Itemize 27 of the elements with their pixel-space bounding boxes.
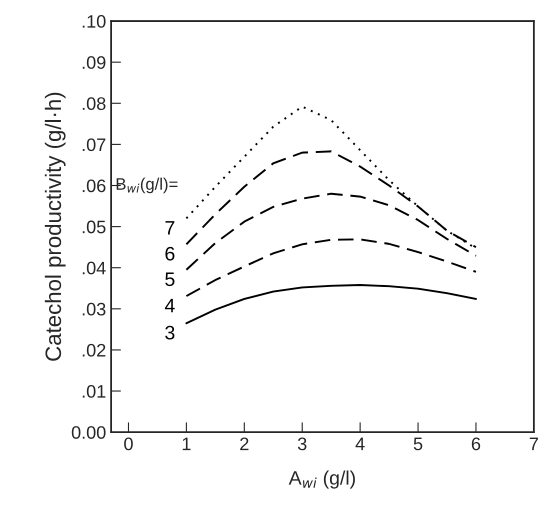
y-tick-label: .06 <box>82 179 106 192</box>
y-tick-label: .02 <box>82 344 106 357</box>
x-tick-label: 2 <box>240 437 248 450</box>
x-tick-label: 5 <box>414 438 422 450</box>
y-tick-label: .09 <box>82 56 106 69</box>
series-label: 4 <box>164 298 175 312</box>
x-tick-label: 7 <box>530 438 538 450</box>
y-tick-label: .07 <box>82 138 106 152</box>
x-axis-title: A$_{wi}$ (g/l) <box>288 470 355 489</box>
y-tick-label: .03 <box>82 302 106 316</box>
y-axis-title: Catechol productivity (g/l·h) <box>44 92 66 361</box>
series-label: 7 <box>165 221 174 235</box>
y-tick-label: .04 <box>82 262 106 274</box>
y-tick-label: .01 <box>82 384 106 398</box>
x-tick-label: 4 <box>356 438 365 450</box>
annotation: B$_{wi}$(g/l)= <box>116 178 178 194</box>
y-tick-label: .05 <box>82 220 106 234</box>
series-label: 3 <box>165 326 174 340</box>
x-tick-label: 6 <box>472 437 480 450</box>
series-label: 5 <box>165 272 174 286</box>
x-tick-label: 0 <box>124 437 133 450</box>
y-tick-label: 0.00 <box>72 426 106 439</box>
y-tick-label: .08 <box>82 97 106 110</box>
y-tick-label: .10 <box>82 15 106 28</box>
x-tick-label: 1 <box>182 438 191 450</box>
x-tick-label: 3 <box>298 437 306 450</box>
series-label: 6 <box>165 246 174 261</box>
